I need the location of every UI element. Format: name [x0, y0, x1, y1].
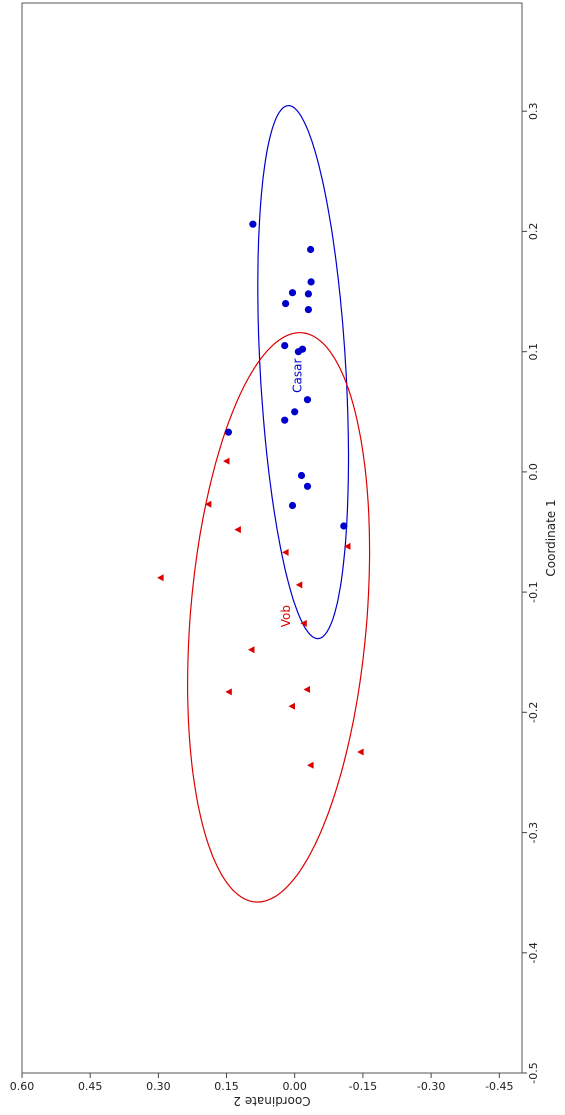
- vob-point: [300, 619, 307, 627]
- y-tick-label: 0.00: [282, 1080, 307, 1093]
- casar-point: [281, 342, 289, 350]
- y-axis-title: Coordinate 2: [233, 1094, 310, 1108]
- casar-point: [303, 482, 312, 490]
- group-labels: Casar Vob: [279, 359, 304, 628]
- casar-point: [288, 289, 297, 297]
- vob-point: [248, 646, 255, 654]
- y-tick-label: 0.15: [214, 1080, 239, 1093]
- plot-area-frame: [21, 2, 523, 1074]
- casar-point: [288, 501, 297, 510]
- casar-point: [281, 416, 289, 424]
- vob-point: [357, 748, 364, 756]
- casar-group-label: Casar: [291, 359, 305, 393]
- x-tick-label: -0.1: [527, 581, 540, 602]
- vob-point: [223, 457, 230, 465]
- x-tick-label: -0.3: [527, 822, 540, 843]
- y-tick-label: 0.30: [146, 1080, 171, 1093]
- vob-point: [344, 542, 351, 550]
- vob-point: [225, 688, 232, 696]
- vob-point: [303, 686, 310, 693]
- vob-point: [282, 548, 289, 556]
- vob-ellipse: [187, 332, 371, 903]
- casar-point: [307, 245, 315, 254]
- y-axis: -0.45 -0.30 -0.15 0.00 0.15 0.30 0.45 0.60: [10, 1073, 514, 1093]
- casar-point: [307, 278, 315, 286]
- casar-point: [297, 471, 306, 480]
- y-tick-label: 0.60: [10, 1080, 35, 1093]
- x-tick-label: 0.2: [527, 223, 540, 241]
- casar-point: [304, 306, 312, 314]
- x-tick-label: -0.4: [527, 942, 540, 963]
- x-tick-label: 0.1: [527, 343, 540, 361]
- vob-point: [295, 581, 303, 589]
- vob-group-label: Vob: [279, 605, 293, 627]
- y-tick-label: -0.45: [485, 1080, 513, 1093]
- x-tick-label: 0.3: [527, 102, 540, 120]
- casar-point: [224, 428, 232, 436]
- y-tick-label: 0.45: [78, 1080, 103, 1093]
- vob-point: [307, 761, 314, 769]
- y-tick-label: -0.15: [349, 1080, 377, 1093]
- casar-point: [291, 408, 299, 416]
- x-axis-title: Coordinate 1: [544, 499, 558, 576]
- casar-point: [303, 396, 312, 404]
- confidence-ellipses: [187, 104, 371, 903]
- x-axis: -0.5 -0.4 -0.3 -0.2 -0.1 0.0 0.1 0.2 0.3: [522, 102, 540, 1084]
- x-tick-label: -0.2: [527, 702, 540, 723]
- casar-point: [282, 300, 290, 308]
- casar-point: [294, 348, 302, 356]
- vob-point: [288, 702, 295, 710]
- vob-point: [157, 574, 164, 582]
- y-tick-label: -0.30: [417, 1080, 445, 1093]
- casar-point: [249, 220, 257, 228]
- vob-point: [204, 500, 212, 508]
- x-tick-label: 0.0: [527, 463, 540, 481]
- casar-point: [340, 522, 348, 530]
- x-tick-label: -0.5: [527, 1062, 540, 1083]
- casar-point: [304, 290, 312, 298]
- data-points: [157, 220, 364, 769]
- vob-point: [234, 526, 241, 534]
- casar-ellipse: [257, 104, 350, 640]
